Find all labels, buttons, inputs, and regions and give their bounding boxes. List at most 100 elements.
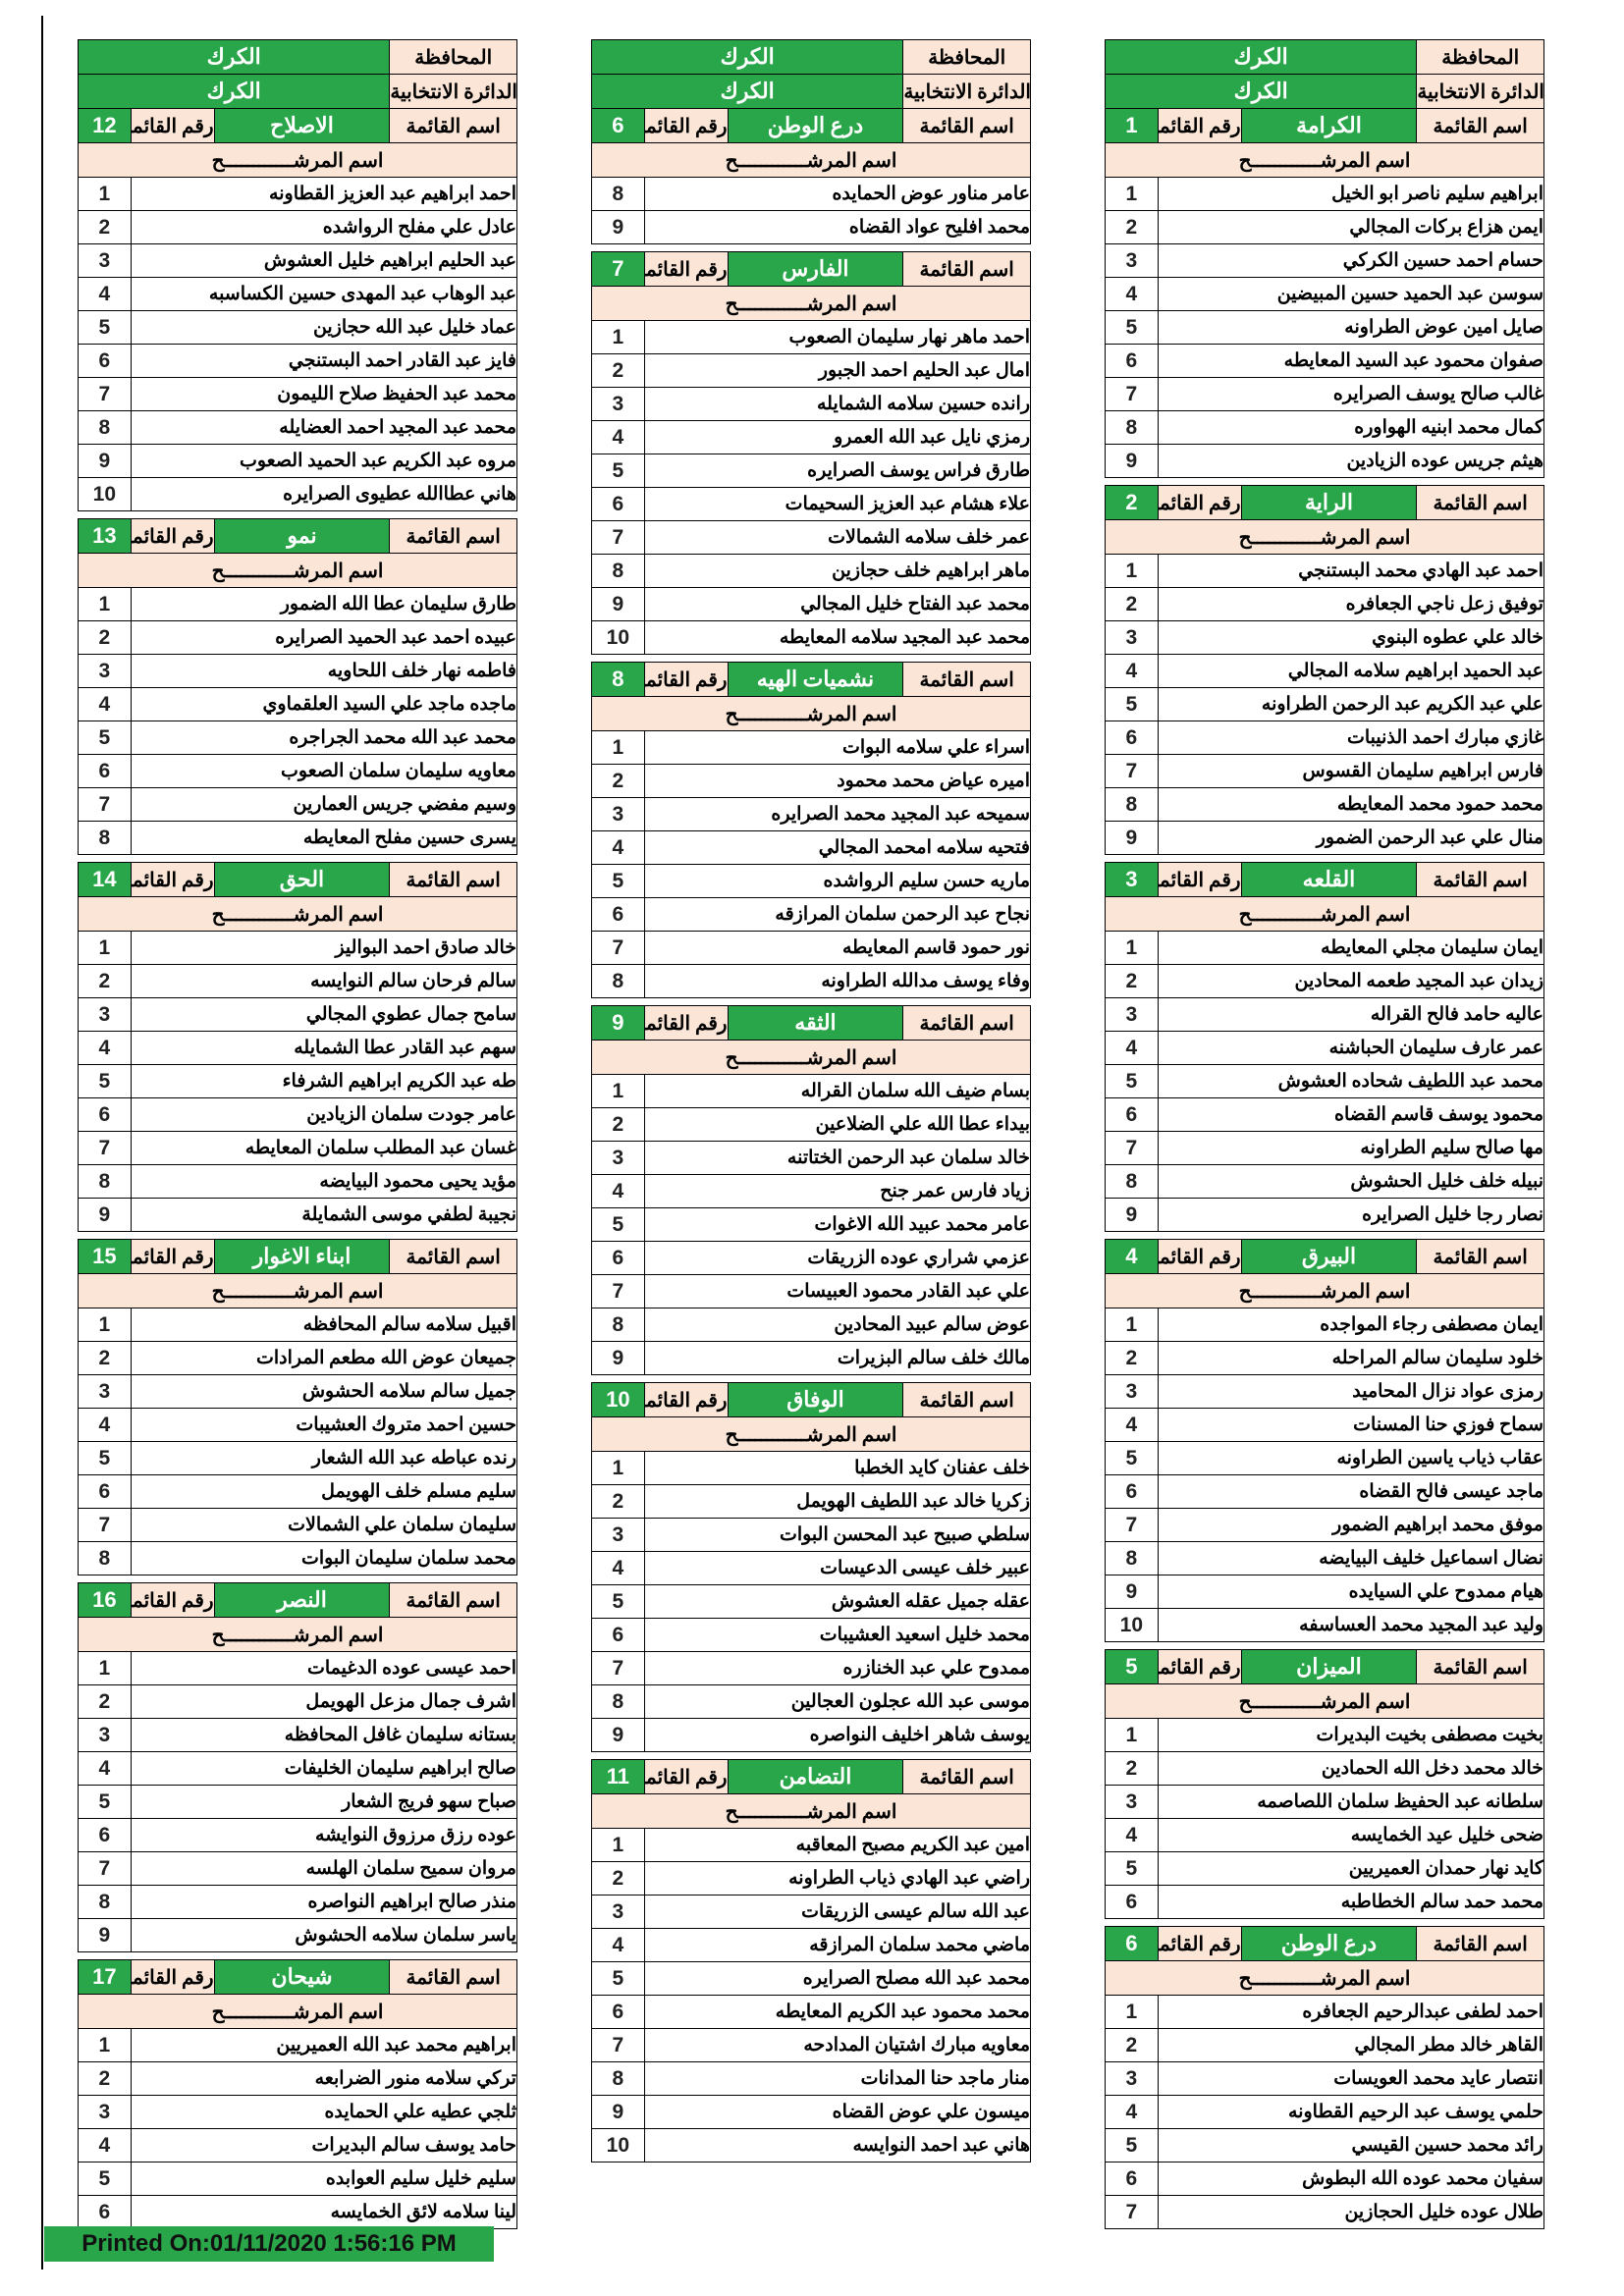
candidate-number: 10 (1105, 1608, 1159, 1642)
candidate-number: 4 (1105, 1818, 1159, 1852)
candidate-number: 3 (591, 1141, 645, 1175)
candidate-number: 9 (78, 1198, 132, 1232)
candidate-name: موسى عبد الله عجلون العجالين (643, 1684, 1032, 1719)
governorate-value: الكرك (590, 39, 904, 75)
candidate-number: 5 (591, 864, 645, 898)
list-name-label: اسم القائمة (1416, 108, 1544, 143)
candidate-name-header: اسم المرشــــــــــــح (1105, 896, 1544, 932)
candidate-row: محمد محمود عبد الكريم المعايطه 6 (591, 1995, 1032, 2029)
list-table: اسم القائمة الوفاق رقم القائمة 10 اسم المرشـ… (591, 1382, 1032, 1752)
candidate-name: محمد عبد الله مصلح الصرايره (643, 1961, 1032, 1996)
candidate-name: عامر مناور عوض الحمايده (643, 177, 1032, 211)
list-title-row: اسم القائمة شيحان رقم القائمة 17 (78, 1959, 517, 1995)
candidate-row: محمد خليل اسعيد العشيبات 6 (591, 1618, 1032, 1652)
candidate-name: مروان سميح سلمان الهلسه (130, 1851, 518, 1886)
governorate-row: المحافظة الكرك (1104, 39, 1544, 75)
candidate-row: محمد عبد المجيد احمد العضايله 8 (78, 410, 518, 445)
candidate-name: عمر خلف سلامه الشمالات (643, 520, 1032, 555)
candidate-number: 5 (591, 1961, 645, 1996)
candidate-row: ياسر سلمان سلامه الحشوش 9 (78, 1918, 518, 1952)
candidate-number: 1 (1105, 554, 1159, 588)
candidate-number: 2 (1105, 587, 1159, 621)
column-right: المحافظة الكرك الدائرة الانتخابية الكرك اسم … (1104, 39, 1545, 2236)
candidate-row: محمد افليح عواد القضاه 9 (591, 210, 1032, 244)
candidate-number: 1 (591, 730, 645, 765)
list-name: الاصلاح (213, 108, 391, 143)
candidate-name: عامر جودت سلمان الزيادين (130, 1097, 518, 1132)
candidate-number: 1 (78, 1651, 132, 1685)
candidate-row: توفيق زعل ناجي الجعافره 2 (1105, 587, 1545, 621)
candidate-row: غازي مبارك احمد الذنيبات 6 (1105, 721, 1545, 755)
district-value: الكرك (590, 74, 904, 109)
candidate-row: عاليه حامد فالح القراله 3 (1105, 997, 1545, 1032)
candidate-number: 7 (1105, 2195, 1159, 2229)
candidate-name: خلف عفنان كايد الخطبا (643, 1451, 1032, 1485)
candidate-name: بخيت مصطفى بخيت البديرات (1157, 1718, 1545, 1752)
list-number-label: رقم القائمة (1157, 1649, 1242, 1684)
candidate-name: ضحى خليل عيد الخمايسه (1157, 1818, 1545, 1852)
candidate-name: هاني عبد احمد النوايسه (643, 2128, 1032, 2163)
list-name: النصر (213, 1582, 391, 1618)
list-title-row: اسم القائمة الميزان رقم القائمة 5 (1105, 1649, 1544, 1684)
candidate-row: موفق محمد ابراهيم الضمور 7 (1105, 1508, 1545, 1542)
candidate-row: ميسون علي عوض القضاه 9 (591, 2095, 1032, 2129)
candidate-name: سهم عبد القادر عطا الشمايله (130, 1031, 518, 1065)
candidate-number: 8 (591, 554, 645, 588)
list-number: 17 (78, 1959, 132, 1995)
candidate-row: ماجده ماجد علي السيد العلقماوي 4 (78, 687, 518, 721)
candidate-number: 4 (1105, 654, 1159, 688)
candidate-name: خالد علي عطوه البنوي (1157, 620, 1545, 655)
candidate-row: رائد محمد حسين القيسي 5 (1105, 2128, 1545, 2163)
candidate-name-header: اسم المرشــــــــــــح (78, 896, 517, 932)
candidate-row: عامر مناور عوض الحمايده 8 (591, 177, 1032, 211)
candidate-name: جميعان عوض الله مطعم المرادات (130, 1341, 518, 1375)
candidate-number: 7 (1105, 1131, 1159, 1165)
list-table: اسم القائمة نشميات الهيه رقم القائمة 8 اسم ا… (591, 662, 1032, 998)
candidate-row: معاويه سليمان سلمان الصعوب 6 (78, 754, 518, 788)
candidate-row: عامر محمد عبيد الله الاغوات 5 (591, 1207, 1032, 1242)
candidate-row: ابراهيم محمد عبد الله العميريين 1 (78, 2028, 518, 2062)
candidate-row: محمد عبد الله مصلح الصرايره 5 (591, 1961, 1032, 1996)
candidate-name: خالد سلمان عبد الرحمن الختاتنه (643, 1141, 1032, 1175)
list-name: ابناء الاغوار (213, 1239, 391, 1274)
candidate-number: 2 (591, 1861, 645, 1896)
candidate-name: ممدوح علي عبد الخنازره (643, 1651, 1032, 1685)
candidate-row: ماضي محمد سلمان المرازقه 4 (591, 1928, 1032, 1962)
candidate-row: خالد سلمان عبد الرحمن الختاتنه 3 (591, 1141, 1032, 1175)
page-border-left (41, 16, 43, 2269)
candidate-row: يوسف شاهر اخليف النواصره 9 (591, 1718, 1032, 1752)
candidate-name: محمد حمد سالم الخطاطبه (1157, 1885, 1545, 1919)
list-number-label: رقم القائمة (643, 1759, 729, 1794)
candidate-name: حسام احمد حسين الكركي (1157, 243, 1545, 278)
candidate-name: بسام ضيف الله سلمان القراله (643, 1074, 1032, 1108)
candidate-number: 5 (1105, 1851, 1159, 1886)
list-title-row: اسم القائمة الوفاق رقم القائمة 10 (591, 1382, 1031, 1417)
list-title-row: اسم القائمة البيرق رقم القائمة 4 (1105, 1239, 1544, 1274)
list-name-label: اسم القائمة (389, 518, 517, 554)
candidate-name: اقبيل سلامه سالم المحافظه (130, 1308, 518, 1342)
candidate-name: عوض سالم عبيد المحادين (643, 1308, 1032, 1342)
candidate-number: 2 (1105, 1341, 1159, 1375)
list-title-row: اسم القائمة القلعه رقم القائمة 3 (1105, 862, 1544, 897)
candidate-number: 6 (78, 2195, 132, 2229)
candidate-name: هيثم جريس عوده الزيادين (1157, 444, 1545, 478)
candidate-number: 5 (1105, 310, 1159, 345)
candidate-row: طلال عوده خليل الحجازين 7 (1105, 2195, 1545, 2229)
candidate-row: وليد عبد المجيد محمد العساسفه 10 (1105, 1608, 1545, 1642)
candidate-number: 5 (78, 310, 132, 345)
candidate-row: سامح جمال عطوي المجالي 3 (78, 997, 518, 1032)
list-name: الحق (213, 862, 391, 897)
candidate-row: جميعان عوض الله مطعم المرادات 2 (78, 1341, 518, 1375)
candidate-number: 4 (591, 1174, 645, 1208)
candidate-number: 6 (591, 1241, 645, 1275)
candidate-row: محمد عبد المجيد سلامه المعايطه 10 (591, 620, 1032, 655)
candidate-row: عبد الحليم ابراهيم خليل العشوش 3 (78, 243, 518, 278)
candidate-name: احمد عبد الهادي محمد البستنجي (1157, 554, 1545, 588)
list-table: اسم القائمة الثقه رقم القائمة 9 اسم المرشـــ… (591, 1005, 1032, 1375)
candidate-row: جميل سالم سلامه الحشوش 3 (78, 1374, 518, 1409)
candidate-row: عبد الله سالم عيسى الزريقات 3 (591, 1895, 1032, 1929)
candidate-name: راضي عبد الهادي ذياب الطراونه (643, 1861, 1032, 1896)
candidate-row: زكريا خالد عبد اللطيف الهويمل 2 (591, 1484, 1032, 1519)
list-name-label: اسم القائمة (1416, 1649, 1544, 1684)
candidate-number: 2 (591, 353, 645, 388)
